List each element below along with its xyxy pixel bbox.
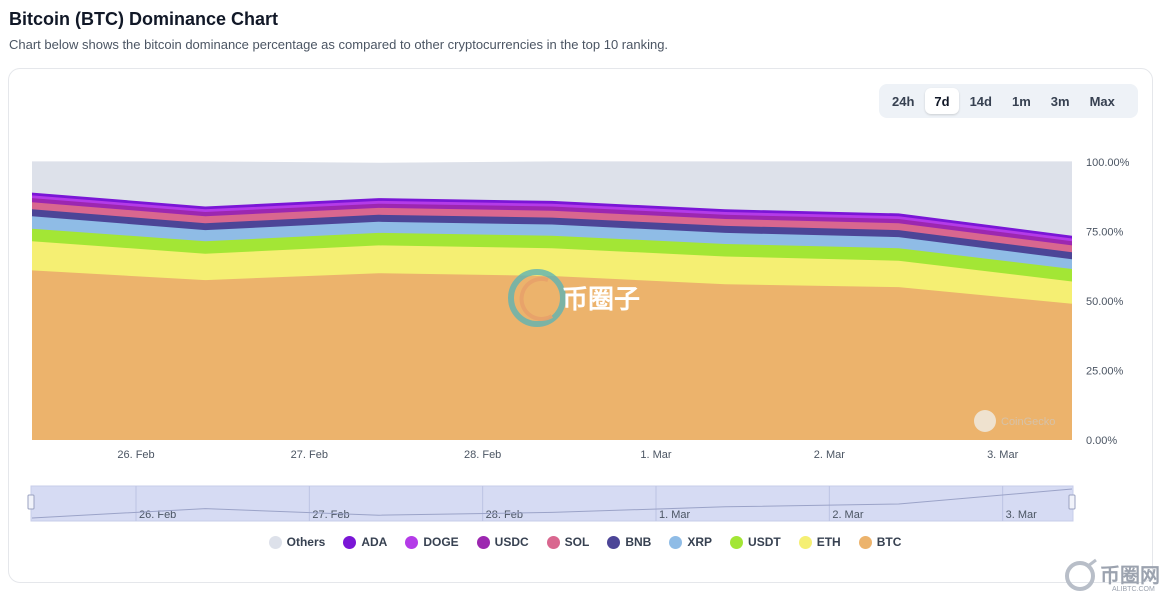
range-selector: 24h 7d 14d 1m 3m Max: [879, 84, 1138, 118]
area-layer: [31, 161, 1073, 440]
y-tick-label: 0.00%: [1086, 435, 1117, 447]
area-series-doge[interactable]: [32, 195, 1072, 242]
area-series-xrp[interactable]: [32, 216, 1072, 269]
area-series-usdc[interactable]: [32, 198, 1072, 246]
legend-item-xrp[interactable]: XRP: [669, 535, 712, 549]
legend-dot: [343, 535, 357, 549]
x-tick-label: 2. Mar: [814, 449, 846, 461]
legend-label: USDT: [748, 535, 781, 549]
line-series-others: [32, 161, 1072, 165]
navigator-tick-label: 27. Feb: [312, 509, 349, 521]
navigator-right-handle[interactable]: [1068, 494, 1076, 510]
range-3m-button[interactable]: 3m: [1042, 88, 1079, 114]
area-series-btc[interactable]: [32, 270, 1072, 440]
x-tick-label: 26. Feb: [117, 449, 154, 461]
legend-label: Others: [286, 535, 326, 549]
coingecko-text: CoinGecko: [1001, 416, 1055, 428]
area-series-bnb[interactable]: [32, 209, 1072, 260]
area-series-ada[interactable]: [32, 192, 1072, 239]
legend-label: XRP: [687, 535, 713, 549]
legend-label: SOL: [564, 535, 590, 549]
corner-logo-sub: ALIBTC.COM: [1112, 586, 1155, 593]
legend-item-btc[interactable]: BTC: [858, 535, 902, 549]
area-series-eth[interactable]: [32, 241, 1072, 304]
area-series-sol[interactable]: [32, 202, 1072, 253]
range-max-button[interactable]: Max: [1081, 88, 1124, 114]
legend-dot: [546, 535, 560, 549]
area-series-others[interactable]: [32, 162, 1072, 236]
x-axis-ticks: 26. Feb 27. Feb 28. Feb 1. Mar 2. Mar 3. Mar: [117, 449, 1018, 461]
y-axis-ticks: 0.00% 25.00% 50.00% 75.00% 100.00%: [1086, 157, 1130, 447]
legend-label: BNB: [625, 535, 652, 549]
y-tick-label: 75.00%: [1086, 227, 1124, 239]
area-series-usdt[interactable]: [32, 228, 1072, 282]
coingecko-watermark: CoinGecko: [974, 410, 1055, 432]
chart-legend: Others ADA DOGE USDC SOL BNB XRP USDT ETH BTC: [0, 535, 1170, 549]
range-navigator[interactable]: 26. Feb 27. Feb 28. Feb 1. Mar 2. Mar 3. Mar: [27, 485, 1076, 522]
legend-item-doge[interactable]: DOGE: [405, 535, 459, 549]
corner-logo-text: 币圈网: [1100, 563, 1160, 587]
watermark-text: 币圈子: [562, 285, 640, 315]
legend-item-others[interactable]: Others: [268, 535, 326, 549]
legend-dot: [405, 535, 419, 549]
x-tick-label: 28. Feb: [464, 449, 501, 461]
navigator-tick-label: 28. Feb: [486, 509, 523, 521]
page-title: Bitcoin (BTC) Dominance Chart: [9, 9, 279, 29]
x-tick-label: 3. Mar: [987, 449, 1019, 461]
page-subtitle: Chart below shows the bitcoin dominance …: [9, 37, 669, 52]
legend-label: BTC: [876, 535, 902, 549]
legend-item-bnb[interactable]: BNB: [607, 535, 651, 549]
legend-item-usdt[interactable]: USDT: [730, 535, 781, 549]
corner-logo: 币圈网 ALIBTC.COM: [1065, 558, 1160, 593]
legend-dot: [730, 535, 744, 549]
range-7d-button[interactable]: 7d: [925, 88, 959, 114]
navigator-tick-label: 3. Mar: [1006, 509, 1038, 521]
dominance-chart: 0.00% 25.00% 50.00% 75.00% 100.00% 26. Feb 27…: [27, 157, 1130, 522]
range-24h-button[interactable]: 24h: [883, 88, 923, 114]
legend-item-usdc[interactable]: USDC: [476, 535, 529, 549]
legend-dot: [798, 535, 812, 549]
navigator-tick-label: 1. Mar: [659, 509, 691, 521]
legend-dot: [607, 535, 621, 549]
navigator-left-handle[interactable]: [27, 494, 35, 510]
y-tick-label: 100.00%: [1086, 157, 1130, 169]
x-tick-label: 1. Mar: [640, 449, 672, 461]
navigator-line: [31, 488, 1073, 519]
legend-item-eth[interactable]: ETH: [798, 535, 841, 549]
legend-label: ETH: [816, 535, 841, 549]
legend-item-sol[interactable]: SOL: [546, 535, 590, 549]
legend-dot: [669, 535, 683, 549]
y-tick-label: 25.00%: [1086, 366, 1124, 378]
legend-label: USDC: [494, 535, 529, 549]
navigator-grid: 26. Feb 27. Feb 28. Feb 1. Mar 2. Mar 3. Mar: [135, 486, 1038, 521]
range-1m-button[interactable]: 1m: [1003, 88, 1040, 114]
legend-item-ada[interactable]: ADA: [343, 535, 387, 549]
legend-label: DOGE: [423, 535, 459, 549]
legend-dot: [476, 535, 490, 549]
range-14d-button[interactable]: 14d: [961, 88, 1001, 114]
navigator-tick-label: 2. Mar: [832, 509, 864, 521]
watermark-logo: 币圈子: [508, 269, 640, 327]
legend-dot: [268, 535, 282, 549]
legend-label: ADA: [361, 535, 388, 549]
x-tick-label: 27. Feb: [291, 449, 328, 461]
y-tick-label: 50.00%: [1086, 296, 1124, 308]
legend-dot: [858, 535, 872, 549]
